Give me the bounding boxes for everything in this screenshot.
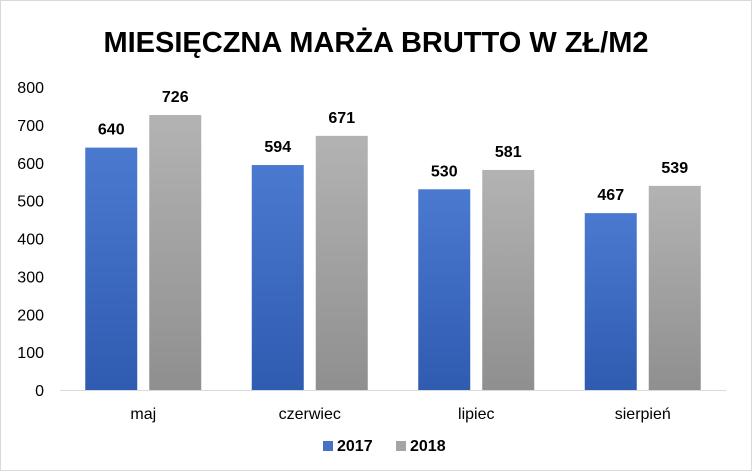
bar-2018-lipiec [482,169,535,390]
y-axis: 0 100 200 300 400 500 600 700 800 [17,80,44,400]
y-tick-label: 700 [17,118,44,135]
legend: 2017 2018 [323,438,446,455]
data-label-2017-czerwiec: 594 [264,139,291,156]
chart-title: MIESIĘCZNA MARŻA BRUTTO W ZŁ/M2 [103,27,648,59]
bars-group [85,115,701,390]
legend-swatch-2017 [323,441,333,451]
x-tick-label: sierpień [615,406,671,423]
bar-2017-czerwiec [251,165,304,390]
bar-2018-sierpień [648,185,701,390]
x-tick-label: czerwiec [279,406,341,423]
legend-swatch-2018 [396,441,406,451]
y-tick-label: 600 [17,156,44,173]
y-tick-label: 200 [17,307,44,324]
x-axis-labels: maj czerwiec lipiec sierpień [130,406,670,423]
bar-2017-lipiec [418,189,471,390]
bar-2017-maj [85,147,138,390]
y-tick-label: 300 [17,269,44,286]
data-label-2018-czerwiec: 671 [328,110,355,127]
y-tick-label: 0 [35,383,44,400]
data-label-2018-maj: 726 [162,89,189,106]
x-tick-label: maj [130,406,156,423]
legend-label-2017: 2017 [337,438,373,455]
data-label-2017-maj: 640 [98,122,125,139]
data-label-2018-sierpień: 539 [661,160,688,177]
bar-2018-maj [149,115,202,390]
bar-2018-czerwiec [315,135,368,390]
y-tick-label: 400 [17,232,44,249]
data-label-2018-lipiec: 581 [495,144,522,161]
y-tick-label: 500 [17,194,44,211]
x-tick-label: lipiec [458,406,494,423]
bar-2017-sierpień [584,213,637,390]
data-labels-group: 640 726 594 671 530 581 467 539 [98,89,688,204]
y-tick-label: 800 [17,80,44,97]
y-tick-label: 100 [17,345,44,362]
data-label-2017-sierpień: 467 [597,187,624,204]
data-label-2017-lipiec: 530 [431,163,458,180]
legend-label-2018: 2018 [410,438,446,455]
